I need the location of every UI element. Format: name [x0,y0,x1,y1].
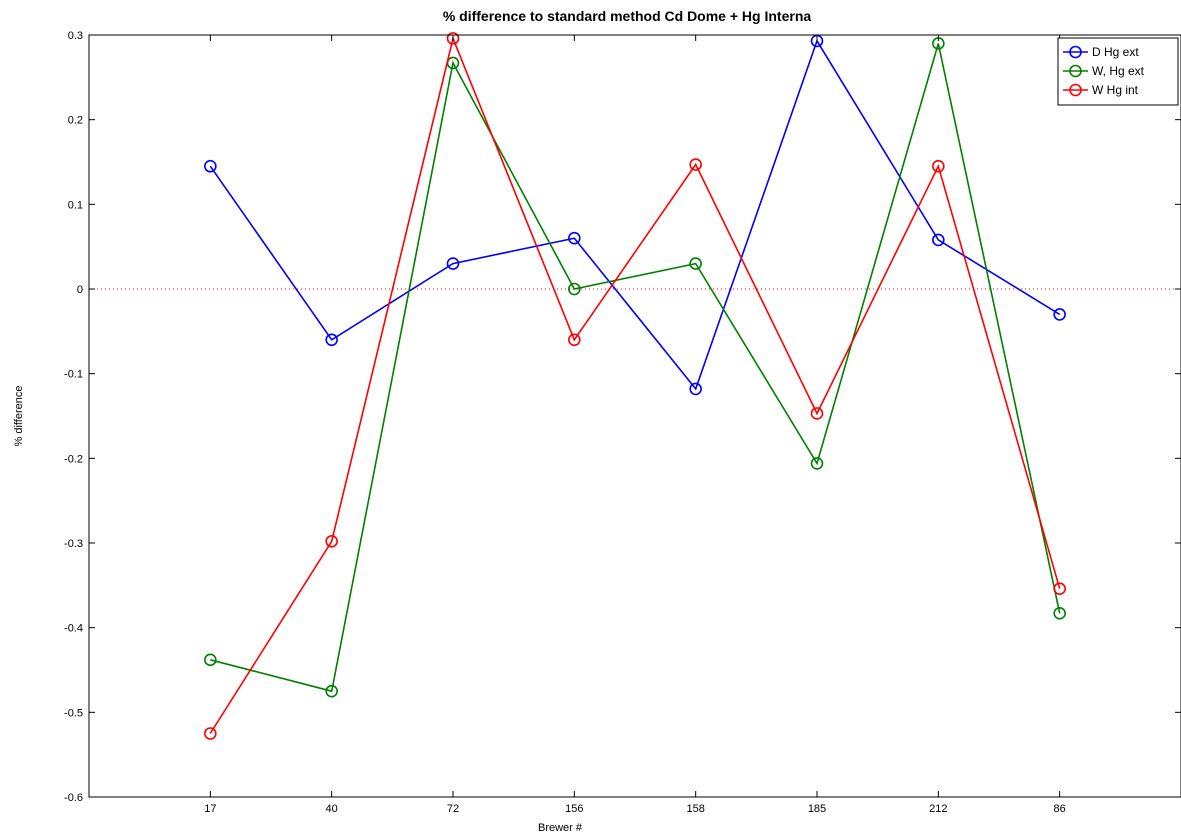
x-tick-label: 86 [1054,803,1066,815]
legend-item: D Hg ext [1063,45,1139,59]
legend-label: W Hg int [1092,83,1139,97]
legend-item: W Hg int [1063,83,1139,97]
x-axis-label: Brewer # [538,822,583,834]
legend-label: W, Hg ext [1092,64,1145,78]
y-tick-label: -0.4 [64,623,83,635]
y-tick-label: -0.5 [64,707,83,719]
y-tick-label: 0 [77,284,83,296]
y-axis-label: % difference [13,386,25,447]
x-tick-label: 156 [565,803,583,815]
y-tick-label: 0.1 [68,199,83,211]
legend: D Hg ext W, Hg ext W Hg int [1058,38,1178,105]
y-tick-label: 0.3 [68,30,83,42]
y-tick-label: -0.2 [64,453,83,465]
x-tick-label: 185 [808,803,826,815]
x-tick-label: 17 [204,803,216,815]
x-tick-label: 212 [929,803,947,815]
legend-item: W, Hg ext [1063,64,1145,78]
y-tick-label: 0.2 [68,115,83,127]
x-tick-label: 40 [326,803,338,815]
y-tick-label: -0.6 [64,792,83,804]
y-tick-label: -0.1 [64,369,83,381]
chart-title: % difference to standard method Cd Dome … [443,8,812,24]
x-tick-label: 158 [686,803,704,815]
x-tick-label: 72 [447,803,459,815]
legend-label: D Hg ext [1092,45,1139,59]
y-tick-label: -0.3 [64,538,83,550]
